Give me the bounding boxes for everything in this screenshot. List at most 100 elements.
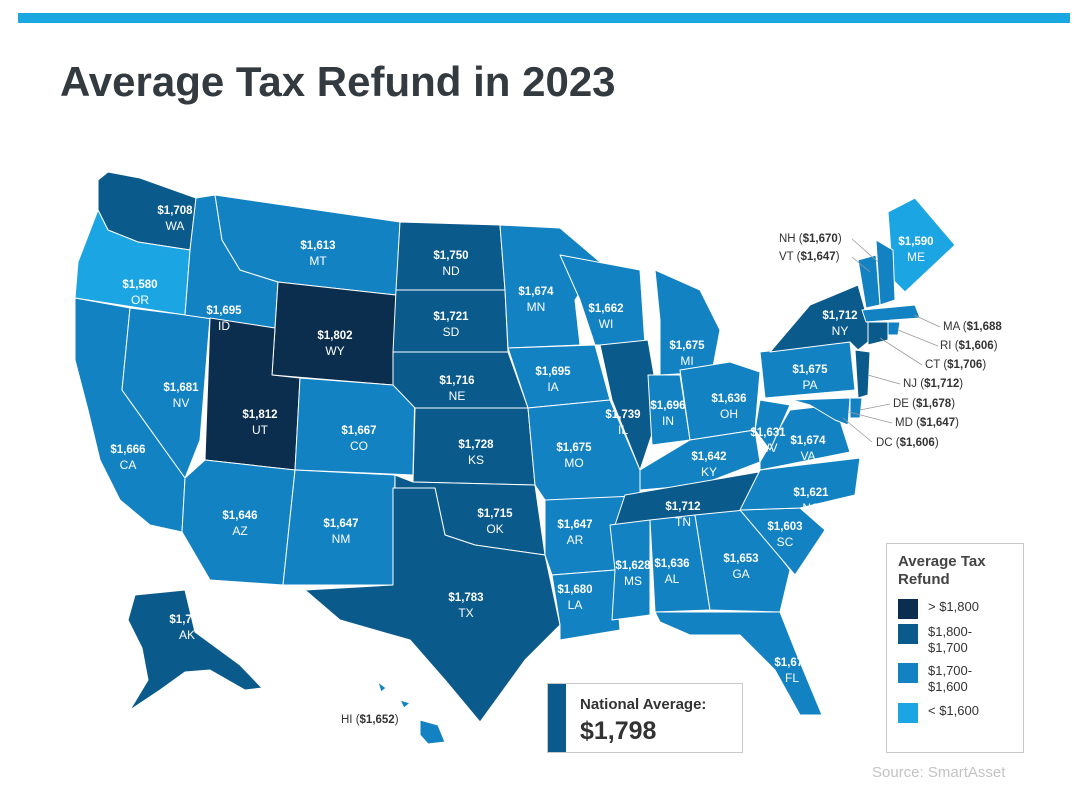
state-abbr-mt: MT: [309, 254, 327, 268]
state-value-tn: $1,712: [665, 501, 700, 513]
callout-ct: CT ($1,706): [925, 359, 986, 371]
state-abbr-in: IN: [662, 414, 674, 428]
state-value-pa: $1,675: [792, 364, 828, 376]
state-oh: [679, 361, 761, 441]
leader-line-ma: [913, 314, 941, 328]
state-abbr-al: AL: [665, 572, 680, 586]
legend-item-under-1600: < $1,600: [898, 703, 1008, 723]
state-value-ut: $1,812: [242, 409, 277, 421]
state-abbr-me: ME: [907, 250, 925, 264]
leader-line-dc: [842, 417, 873, 443]
state-value-al: $1,636: [654, 558, 689, 570]
state-abbr-wy: WY: [325, 344, 344, 358]
legend-swatch-tier-4: [898, 703, 918, 723]
legend-item-over-1800: > $1,800: [898, 599, 1008, 619]
top-accent-bar: [18, 13, 1070, 23]
callout-md: MD ($1,647): [895, 417, 959, 429]
state-abbr-nv: NV: [173, 396, 190, 410]
state-abbr-ut: UT: [252, 423, 269, 437]
state-abbr-ky: KY: [701, 465, 717, 479]
state-abbr-wv: WV: [758, 441, 777, 455]
state-value-mo: $1,675: [556, 442, 592, 454]
state-abbr-mo: MO: [564, 456, 583, 470]
state-value-nd: $1,750: [433, 250, 468, 262]
state-value-ok: $1,715: [477, 508, 513, 520]
state-labels: $1,708 WA $1,580 OR $1,666 CA $1,681 NV $1,695 ID…: [110, 205, 1002, 726]
state-abbr-nd: ND: [442, 264, 460, 278]
state-value-mn: $1,674: [518, 286, 554, 298]
legend-label: < $1,600: [928, 703, 979, 718]
state-va: [759, 404, 851, 471]
state-value-sd: $1,721: [433, 311, 469, 323]
state-abbr-id: ID: [218, 319, 230, 333]
state-ma: [861, 304, 921, 323]
state-ak: [127, 589, 263, 711]
state-abbr-fl: FL: [785, 671, 799, 685]
state-value-ms: $1,628: [615, 560, 651, 572]
legend-swatch-tier-2: [898, 624, 918, 644]
leader-line-de: [859, 403, 891, 411]
state-shapes: [74, 171, 956, 745]
legend-label: > $1,800: [928, 599, 979, 614]
source-credit: Source: SmartAsset: [872, 764, 1006, 781]
state-value-ky: $1,642: [691, 451, 726, 463]
state-abbr-nm: NM: [332, 532, 351, 546]
state-abbr-ne: NE: [449, 389, 466, 403]
state-abbr-la: LA: [568, 598, 583, 612]
state-fl: [654, 611, 823, 716]
state-value-nm: $1,647: [323, 518, 358, 530]
state-tx: [304, 487, 561, 723]
state-value-ia: $1,695: [535, 366, 571, 378]
national-average-label: National Average:: [580, 696, 707, 713]
callout-nh: NH ($1,670): [779, 233, 842, 245]
state-abbr-ar: AR: [567, 533, 584, 547]
callout-hi: HI ($1,652): [341, 714, 399, 726]
state-value-la: $1,680: [557, 584, 592, 596]
leader-line-nh: [851, 238, 879, 263]
state-hi: [377, 681, 446, 745]
state-value-ne: $1,716: [439, 375, 474, 387]
state-value-in: $1,696: [650, 400, 685, 412]
state-value-ak: $1,734: [169, 614, 205, 626]
legend-swatch-tier-1: [898, 599, 918, 619]
page-title: Average Tax Refund in 2023: [60, 58, 616, 105]
state-abbr-co: CO: [350, 439, 368, 453]
state-value-ny: $1,712: [822, 310, 857, 322]
state-az: [181, 459, 296, 586]
callout-vt: VT ($1,647): [779, 251, 840, 263]
state-mn: [499, 224, 601, 349]
state-value-tx: $1,783: [448, 592, 483, 604]
legend-title: Average Tax Refund: [898, 553, 986, 588]
state-value-oh: $1,636: [711, 393, 746, 405]
state-abbr-ok: OK: [486, 522, 503, 536]
state-value-or: $1,580: [122, 279, 157, 291]
state-la: [551, 569, 621, 641]
national-average-accent: [548, 684, 566, 752]
leader-line-nj: [867, 374, 901, 385]
state-value-mt: $1,613: [300, 240, 335, 252]
callout-nj: NJ ($1,712): [903, 378, 963, 390]
state-abbr-az: AZ: [232, 524, 247, 538]
state-nj: [854, 349, 871, 399]
state-abbr-mn: MN: [527, 300, 546, 314]
state-value-me: $1,590: [898, 236, 933, 248]
state-abbr-ca: CA: [120, 458, 137, 472]
state-value-il: $1,739: [605, 409, 640, 421]
leader-lines: [842, 238, 941, 443]
state-abbr-or: OR: [131, 293, 149, 307]
state-value-ar: $1,647: [557, 519, 592, 531]
callout-ma: MA ($1,688: [943, 321, 1002, 333]
state-abbr-sc: SC: [777, 535, 794, 549]
callout-ri: RI ($1,606): [940, 340, 998, 352]
state-vt: [857, 254, 881, 309]
legend-swatch-tier-3: [898, 663, 918, 683]
state-value-wy: $1,802: [317, 330, 352, 342]
state-value-az: $1,646: [222, 510, 257, 522]
state-abbr-nc: NC: [802, 501, 820, 515]
leader-line-ri: [897, 329, 939, 347]
state-abbr-va: VA: [800, 449, 815, 463]
state-value-ks: $1,728: [458, 439, 494, 451]
state-value-va: $1,674: [790, 435, 826, 447]
state-abbr-ga: GA: [732, 567, 749, 581]
